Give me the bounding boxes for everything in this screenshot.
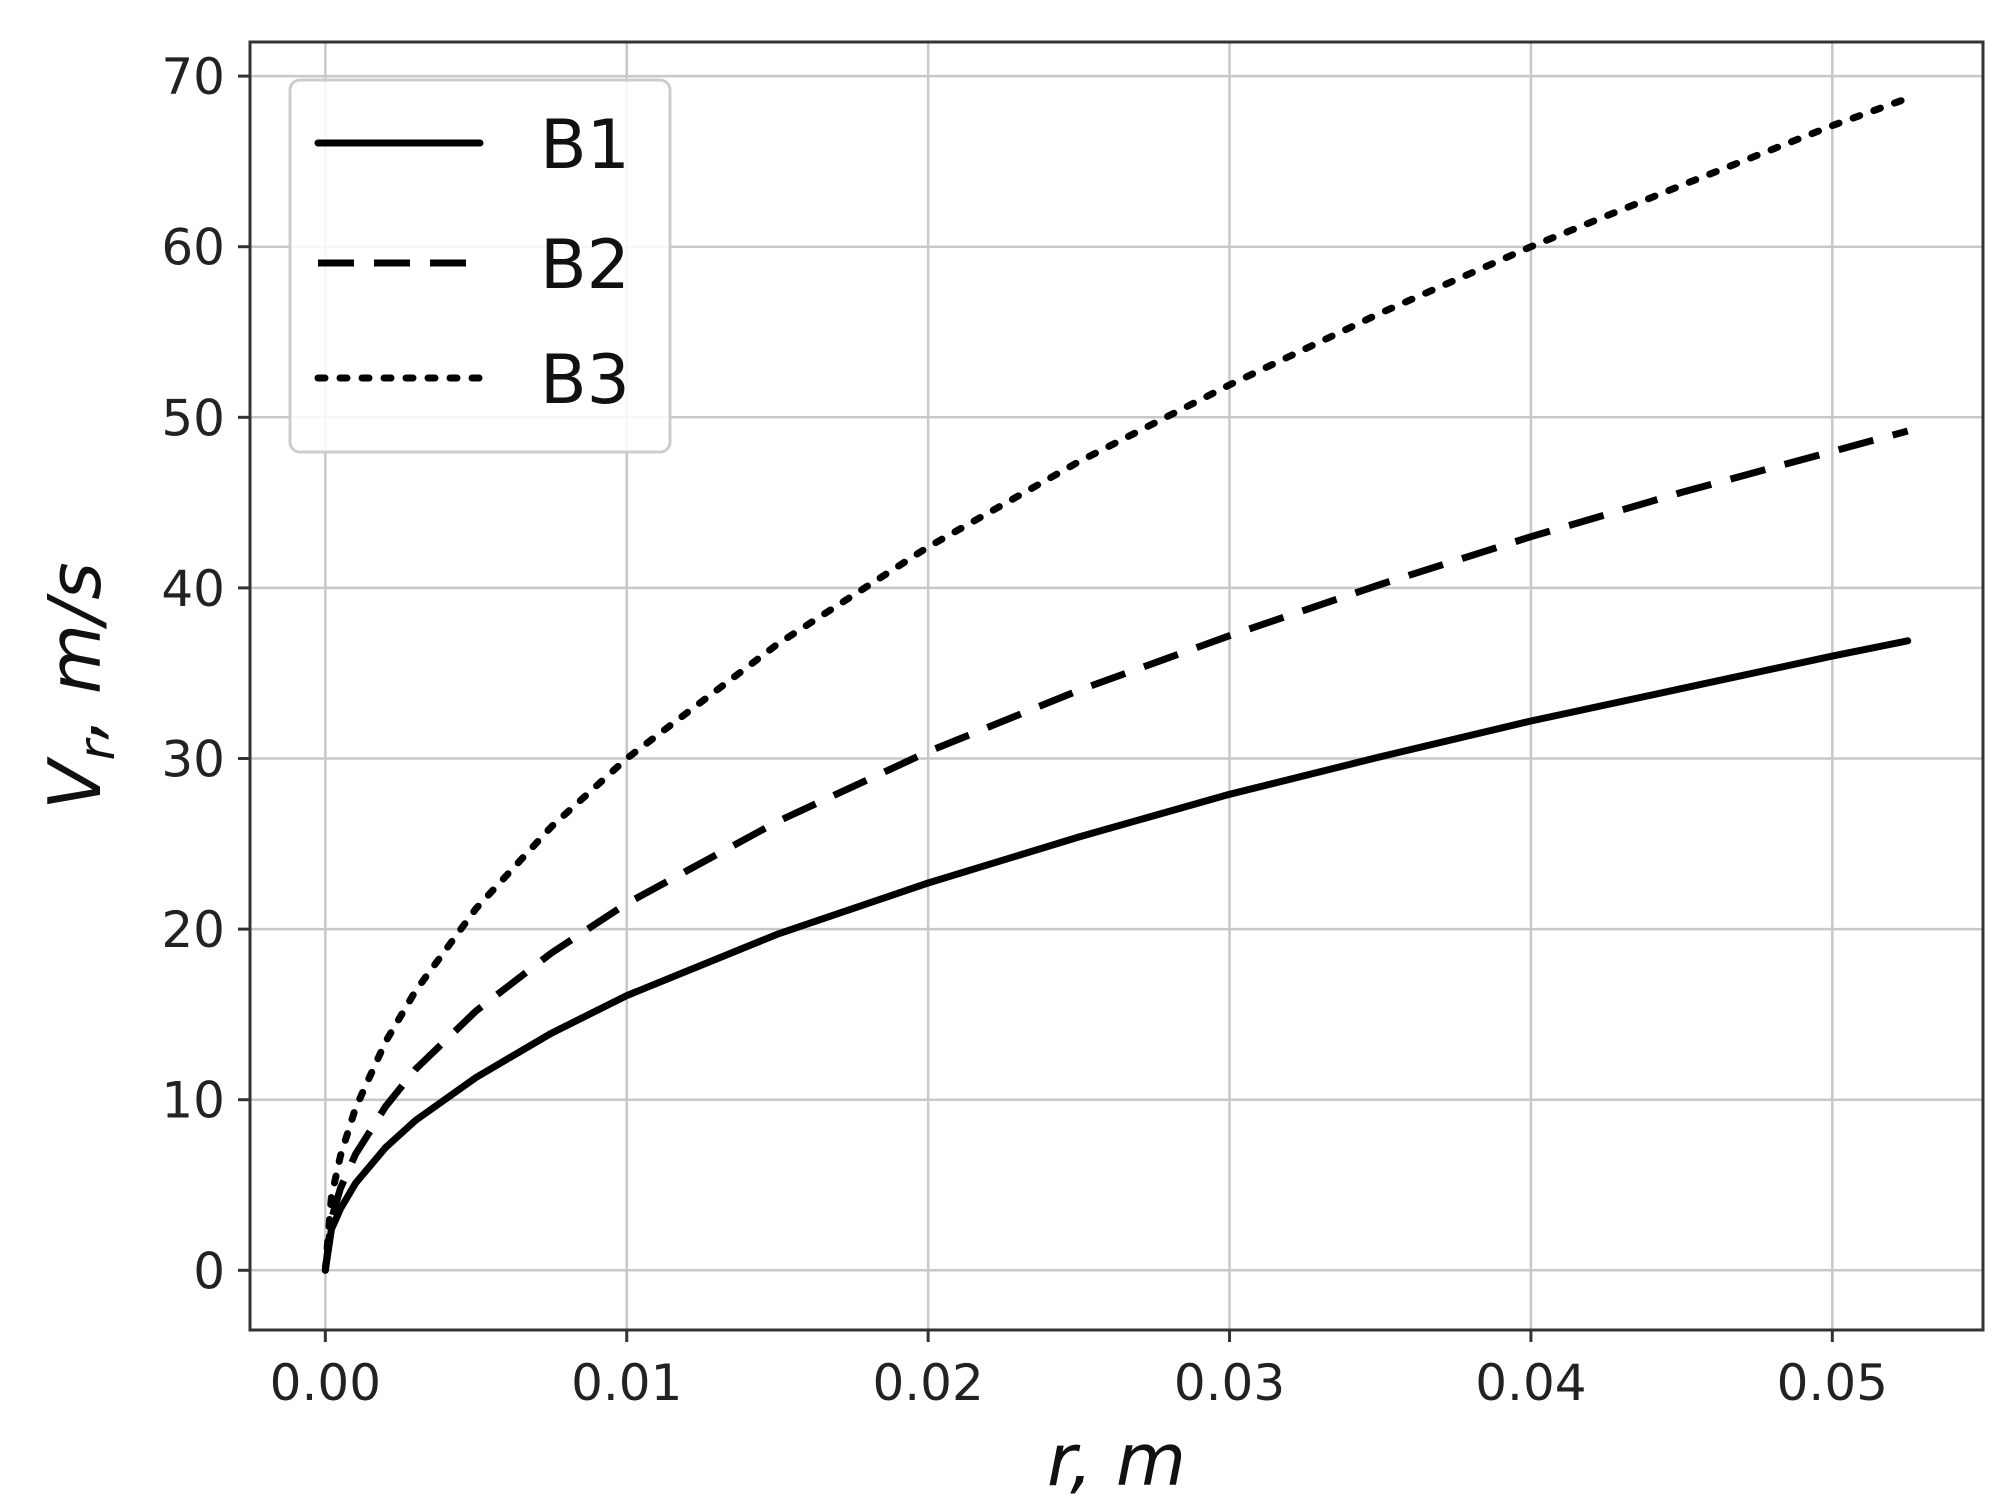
y-axis-label-main: V — [33, 756, 117, 810]
legend-label-b1: B1 — [540, 106, 630, 185]
y-tick-label: 0 — [193, 1242, 225, 1300]
series-line-b3 — [321, 94, 1912, 1274]
legend-label-b3: B3 — [540, 341, 630, 420]
y-tick-label: 70 — [161, 48, 225, 106]
x-tick-label: 0.04 — [1475, 1354, 1586, 1412]
tick-labels: 0.00 0.01 0.02 0.03 0.04 0.05 0 10 20 30 40 50 60 70 — [161, 48, 1888, 1412]
y-axis-label-subscript: r — [68, 736, 126, 760]
legend-box — [288, 78, 672, 454]
y-tick-label: 10 — [161, 1072, 225, 1130]
y-tick-label: 50 — [161, 389, 225, 447]
series-line-b1 — [321, 637, 1912, 1274]
legend-label-b2: B2 — [540, 226, 630, 305]
y-tick-label: 60 — [161, 219, 225, 277]
y-axis-label: Vr, m/s — [33, 562, 126, 810]
y-axis-label-rest: , m/s — [33, 562, 117, 740]
x-tick-label: 0.03 — [1174, 1354, 1285, 1412]
x-tick-label: 0.00 — [270, 1354, 381, 1412]
series-lines — [321, 94, 1912, 1274]
x-axis-label: r, m — [1047, 1418, 1186, 1502]
x-tick-label: 0.01 — [571, 1354, 682, 1412]
y-tick-label: 20 — [161, 901, 225, 959]
y-tick-label: 30 — [161, 731, 225, 789]
x-tick-label: 0.05 — [1777, 1354, 1888, 1412]
plot-frame — [248, 40, 1985, 1332]
x-tick-label: 0.02 — [872, 1354, 983, 1412]
series-line-b2 — [321, 427, 1909, 1271]
grid — [250, 42, 1983, 1330]
legend: B1 B2 B3 — [288, 78, 672, 454]
y-tick-label: 40 — [161, 560, 225, 618]
